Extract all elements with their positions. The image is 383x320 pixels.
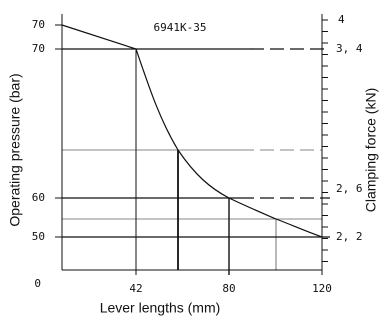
left-ticks bbox=[55, 24, 62, 238]
x-tick-label: 42 bbox=[129, 282, 142, 295]
frame bbox=[61, 14, 323, 271]
y-tick-label: 60 bbox=[32, 191, 45, 204]
x-tick-label: 80 bbox=[222, 282, 235, 295]
y-tick-label: 70 bbox=[32, 42, 45, 55]
pressure-curve bbox=[61, 24, 323, 238]
y-axis-title: Operating pressure (bar) bbox=[7, 73, 23, 226]
x-axis-title: Lever lengths (mm) bbox=[100, 300, 221, 316]
y-tick-label: 50 bbox=[32, 230, 45, 243]
y2-axis-title: Clamping force (kN) bbox=[363, 88, 379, 212]
chart-title: 6941K-35 bbox=[154, 21, 207, 34]
y2-tick-label: 3, 4 bbox=[336, 42, 363, 55]
x-tick-label: 120 bbox=[312, 282, 332, 295]
y2-tick-label: 2, 6 bbox=[336, 182, 363, 195]
right-ticks bbox=[322, 19, 328, 262]
y-tick-label: 0 bbox=[34, 277, 41, 290]
y-tick-label: 70 bbox=[32, 18, 45, 31]
y2-tick-label: 4 bbox=[338, 13, 345, 26]
reference-lines bbox=[62, 48, 330, 275]
y2-tick-label: 2, 2 bbox=[336, 230, 363, 243]
